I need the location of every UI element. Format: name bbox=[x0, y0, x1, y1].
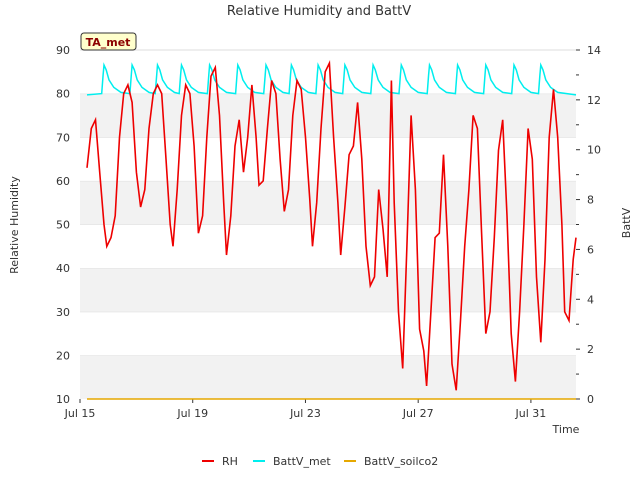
grid-band bbox=[80, 137, 576, 181]
x-tick-label: Jul 31 bbox=[515, 407, 547, 420]
chart-title: Relative Humidity and BattV bbox=[227, 4, 411, 19]
grid-band bbox=[80, 311, 576, 356]
y-tick-label-right: 6 bbox=[587, 243, 594, 256]
series-line-battv-met bbox=[86, 62, 577, 96]
y-tick-label-left: 50 bbox=[56, 219, 70, 232]
y-axis-label-left: Relative Humidity bbox=[8, 176, 21, 274]
series-layer bbox=[86, 59, 577, 400]
badge-label: TA_met bbox=[86, 36, 131, 49]
y-tick-label-left: 70 bbox=[56, 131, 70, 144]
x-tick-label: Jul 27 bbox=[402, 407, 434, 420]
y-tick-label-left: 30 bbox=[56, 306, 70, 319]
grid-band bbox=[80, 224, 576, 269]
grid-band bbox=[80, 355, 576, 399]
y-tick-label-left: 20 bbox=[56, 349, 70, 362]
y-tick-label-left: 40 bbox=[56, 262, 70, 275]
y-tick-label-right: 8 bbox=[587, 194, 594, 207]
y-tick-label-left: 80 bbox=[56, 88, 70, 101]
legend-label-battv-met: BattV_met bbox=[273, 455, 331, 468]
axis-ticks: 10 20 30 40 50 60 70 80 90 0 2 4 6 8 10 12 14 Jul 15 Jul 1… bbox=[56, 44, 601, 420]
y-tick-label-right: 2 bbox=[587, 343, 594, 356]
y-tick-label-right: 10 bbox=[587, 144, 601, 157]
x-tick-label: Jul 19 bbox=[176, 407, 208, 420]
legend-label-rh: RH bbox=[222, 455, 238, 468]
grid-bands bbox=[80, 49, 576, 399]
x-tick-label: Jul 23 bbox=[289, 407, 321, 420]
y-tick-label-right: 12 bbox=[587, 94, 601, 107]
x-tick-label: Jul 15 bbox=[64, 407, 96, 420]
badge-box bbox=[80, 32, 137, 51]
legend: RH BattV_met BattV_soilco2 bbox=[202, 455, 438, 468]
y-tick-label-right: 14 bbox=[587, 44, 601, 57]
y-tick-label-right: 4 bbox=[587, 293, 594, 306]
y-tick-label-left: 90 bbox=[56, 44, 70, 57]
y-tick-label-right: 0 bbox=[587, 393, 594, 406]
legend-label-battv-soilco2: BattV_soilco2 bbox=[364, 455, 438, 468]
x-axis-label: Time bbox=[552, 423, 580, 436]
badge: TA_met bbox=[80, 32, 137, 51]
y-tick-label-left: 10 bbox=[56, 393, 70, 406]
series-line-rh bbox=[86, 59, 577, 391]
y-axis-label-right: BattV bbox=[620, 207, 633, 238]
grid-band bbox=[80, 268, 576, 312]
y-tick-label-left: 60 bbox=[56, 175, 70, 188]
grid-band bbox=[80, 180, 576, 225]
